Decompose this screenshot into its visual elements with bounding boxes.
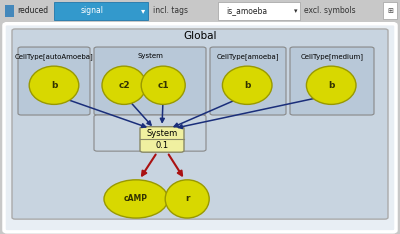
FancyBboxPatch shape [140, 127, 184, 152]
Text: System: System [137, 53, 163, 59]
Text: System: System [146, 129, 178, 138]
Text: CellType[amoeba]: CellType[amoeba] [217, 53, 279, 60]
FancyBboxPatch shape [210, 47, 286, 115]
Text: CellType[medium]: CellType[medium] [300, 53, 364, 60]
FancyBboxPatch shape [4, 24, 396, 232]
Text: ▾: ▾ [294, 8, 298, 14]
Text: b: b [244, 81, 250, 90]
Ellipse shape [306, 66, 356, 104]
FancyBboxPatch shape [18, 47, 90, 115]
Text: c1: c1 [157, 81, 169, 90]
FancyBboxPatch shape [383, 2, 397, 19]
Ellipse shape [29, 66, 79, 104]
Text: b: b [51, 81, 57, 90]
Bar [5, 5, 14, 17]
FancyBboxPatch shape [94, 115, 206, 151]
Ellipse shape [165, 180, 209, 218]
Text: reduced: reduced [17, 6, 48, 15]
Text: ▾: ▾ [141, 6, 145, 15]
Ellipse shape [104, 180, 168, 218]
Text: excl. symbols: excl. symbols [304, 6, 356, 15]
Text: cAMP: cAMP [124, 194, 148, 203]
Text: 0.1: 0.1 [156, 141, 168, 150]
Text: c2: c2 [118, 81, 130, 90]
Ellipse shape [102, 66, 146, 104]
Text: r: r [185, 194, 190, 203]
FancyBboxPatch shape [12, 29, 388, 219]
FancyBboxPatch shape [54, 2, 148, 20]
FancyBboxPatch shape [290, 47, 374, 115]
FancyBboxPatch shape [94, 47, 206, 115]
Text: CellType[autoAmoeba]: CellType[autoAmoeba] [15, 53, 93, 60]
FancyBboxPatch shape [218, 2, 300, 20]
Ellipse shape [222, 66, 272, 104]
Text: ⊞: ⊞ [387, 8, 393, 14]
Text: signal: signal [80, 6, 104, 15]
Ellipse shape [141, 66, 185, 104]
Text: Global: Global [183, 31, 217, 41]
Text: is_amoeba: is_amoeba [226, 6, 267, 15]
Text: incl. tags: incl. tags [153, 6, 188, 15]
Text: b: b [328, 81, 334, 90]
